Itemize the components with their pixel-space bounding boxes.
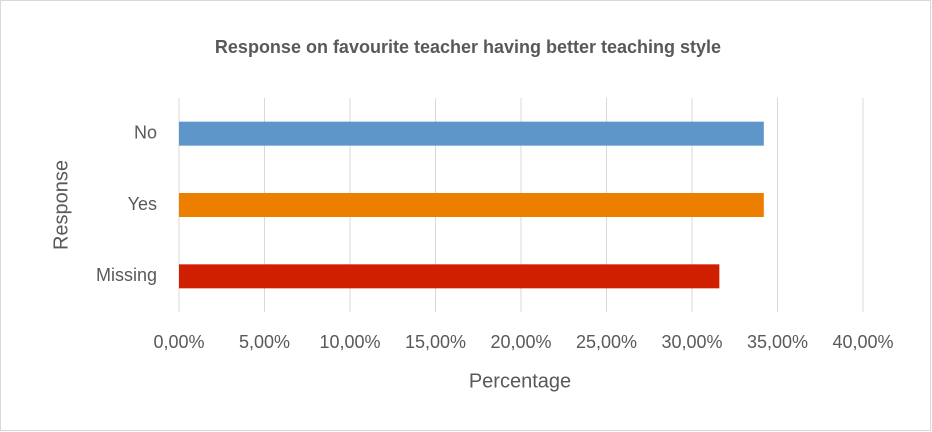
x-axis-label: Percentage [469, 370, 571, 392]
x-tick-label: 15,00% [405, 332, 466, 352]
bar [179, 264, 720, 289]
bar [179, 193, 764, 217]
y-tick-label: Missing [96, 265, 157, 285]
x-tick-label: 25,00% [576, 332, 637, 352]
x-tick-label: 10,00% [319, 332, 380, 352]
bar [179, 121, 764, 146]
x-tick-label: 35,00% [747, 332, 808, 352]
x-tick-label: 20,00% [490, 332, 551, 352]
x-tick-label: 30,00% [661, 332, 722, 352]
y-axis-label: Response [50, 160, 72, 250]
x-tick-label: 0,00% [153, 332, 204, 352]
x-tick-label: 40,00% [832, 332, 893, 352]
x-tick-label: 5,00% [239, 332, 290, 352]
chart-title: Response on favourite teacher having bet… [215, 37, 721, 57]
y-tick-label: No [134, 122, 157, 142]
y-tick-label: Yes [128, 194, 157, 214]
